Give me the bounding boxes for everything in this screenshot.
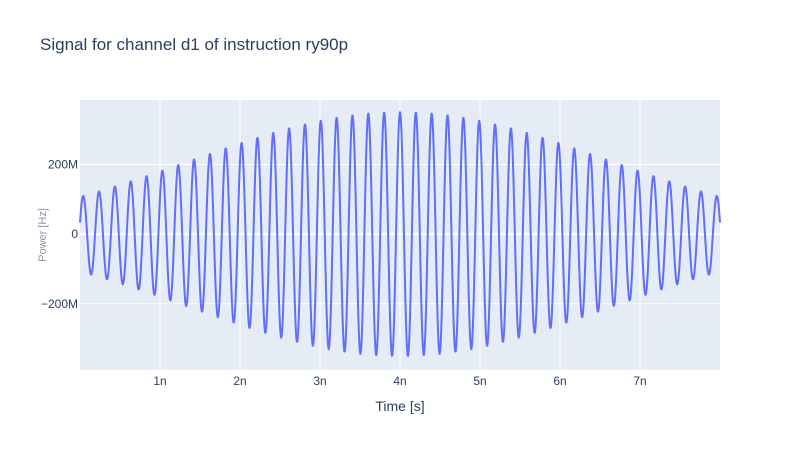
x-tick-label: 2n bbox=[233, 374, 246, 388]
x-tick-label: 4n bbox=[393, 374, 406, 388]
y-tick-label: 0 bbox=[71, 227, 78, 241]
signal-line-0 bbox=[79, 111, 721, 357]
y-tick-label: −200M bbox=[41, 297, 78, 311]
y-tick-labels: 200M 0 −200M bbox=[41, 157, 78, 310]
x-tick-label: 5n bbox=[473, 374, 486, 388]
chart-title: Signal for channel d1 of instruction ry9… bbox=[40, 35, 348, 54]
y-axis-label: Power [Hz] bbox=[37, 208, 49, 262]
y-tick-label: 200M bbox=[48, 157, 78, 171]
x-tick-label: 3n bbox=[313, 374, 326, 388]
x-tick-label: 7n bbox=[633, 374, 646, 388]
x-tick-label: 1n bbox=[153, 374, 166, 388]
series-layer bbox=[79, 111, 721, 357]
x-tick-label: 6n bbox=[553, 374, 566, 388]
x-axis-label: Time [s] bbox=[375, 398, 424, 414]
x-tick-labels: 1n 2n 3n 4n 5n 6n 7n bbox=[153, 374, 646, 388]
